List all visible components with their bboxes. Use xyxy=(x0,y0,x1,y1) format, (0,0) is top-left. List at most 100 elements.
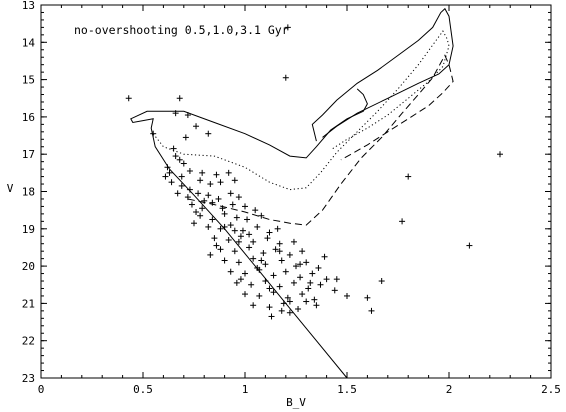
star-point xyxy=(303,259,310,266)
star-point xyxy=(317,281,324,288)
star-point xyxy=(264,235,271,242)
star-point xyxy=(258,257,265,264)
star-point xyxy=(201,197,208,204)
star-point xyxy=(209,216,216,223)
star-point xyxy=(246,231,253,238)
star-point xyxy=(172,110,179,117)
star-point xyxy=(174,190,181,197)
star-point xyxy=(178,182,185,189)
star-point xyxy=(266,285,273,292)
star-point xyxy=(466,242,473,249)
y-tick-label: 23 xyxy=(22,372,35,385)
star-point xyxy=(252,207,259,214)
star-point xyxy=(254,223,261,230)
star-point xyxy=(262,261,269,268)
star-point xyxy=(168,179,175,186)
star-point xyxy=(221,223,228,230)
y-tick-label: 20 xyxy=(22,260,35,273)
star-point xyxy=(170,145,177,152)
star-point xyxy=(184,194,191,201)
star-point xyxy=(282,268,289,275)
star-point xyxy=(235,238,242,245)
star-point xyxy=(276,248,283,255)
star-point xyxy=(286,298,293,305)
star-point xyxy=(282,74,289,81)
star-point xyxy=(242,291,248,298)
star-point xyxy=(323,276,330,283)
star-point xyxy=(297,261,304,268)
isochrone-lines xyxy=(130,7,454,379)
x-tick-label: 1 xyxy=(242,383,249,396)
star-point xyxy=(186,167,193,174)
y-tick-label: 17 xyxy=(22,148,35,161)
star-point xyxy=(315,264,322,271)
star-point xyxy=(215,195,222,202)
x-tick-label: 1.5 xyxy=(337,383,357,396)
star-point xyxy=(278,307,285,314)
star-point xyxy=(231,227,238,234)
star-point xyxy=(286,309,293,316)
star-point xyxy=(235,194,242,201)
star-point xyxy=(166,169,173,176)
star-point xyxy=(254,264,261,271)
star-point xyxy=(293,263,299,270)
star-point xyxy=(268,313,275,320)
star-point xyxy=(237,233,244,240)
star-point xyxy=(217,225,224,232)
star-point xyxy=(125,95,132,102)
chart-annotation: no-overshooting 0.5,1.0,3.1 Gyr xyxy=(74,23,289,37)
star-point xyxy=(364,294,371,301)
star-point xyxy=(225,169,232,176)
star-point xyxy=(313,302,320,309)
star-point xyxy=(219,205,226,212)
star-point xyxy=(305,285,312,292)
star-point xyxy=(184,112,191,119)
star-point xyxy=(188,201,195,208)
star-point xyxy=(309,270,316,277)
star-point xyxy=(172,153,179,160)
star-point xyxy=(193,123,200,130)
y-tick-label: 21 xyxy=(22,297,35,310)
star-point xyxy=(162,173,169,180)
star-point xyxy=(262,278,269,285)
star-point xyxy=(197,177,204,184)
x-tick-label: 0 xyxy=(38,383,45,396)
star-points xyxy=(125,24,503,320)
star-point xyxy=(270,289,277,296)
star-point xyxy=(195,190,202,197)
isochrone-solid-line xyxy=(311,7,454,142)
star-point xyxy=(237,276,244,283)
star-point xyxy=(250,255,257,262)
y-tick-label: 15 xyxy=(22,74,35,87)
star-point xyxy=(497,151,503,158)
star-point xyxy=(303,298,310,305)
star-point xyxy=(213,171,220,178)
star-point xyxy=(229,201,236,208)
star-point xyxy=(248,281,255,288)
star-point xyxy=(344,292,350,299)
star-point xyxy=(197,212,204,219)
star-point xyxy=(191,220,197,227)
star-point xyxy=(280,300,287,307)
star-point xyxy=(290,238,297,245)
star-point xyxy=(368,307,375,314)
star-point xyxy=(274,225,281,232)
star-point xyxy=(266,229,273,236)
star-point xyxy=(242,203,248,210)
isochrone-dashed-line xyxy=(187,54,454,226)
star-point xyxy=(266,304,273,311)
star-point xyxy=(178,173,185,180)
star-point xyxy=(250,238,257,245)
star-point xyxy=(378,278,385,285)
isochrone-solid-line xyxy=(130,88,368,379)
star-point xyxy=(213,242,220,249)
x-tick-label: 2.5 xyxy=(541,383,561,396)
y-tick-label: 14 xyxy=(22,36,36,49)
star-point xyxy=(284,24,291,31)
star-point xyxy=(276,240,283,247)
y-tick-label: 13 xyxy=(22,0,35,12)
star-point xyxy=(235,259,242,266)
star-point xyxy=(217,179,224,186)
star-point xyxy=(209,199,216,206)
